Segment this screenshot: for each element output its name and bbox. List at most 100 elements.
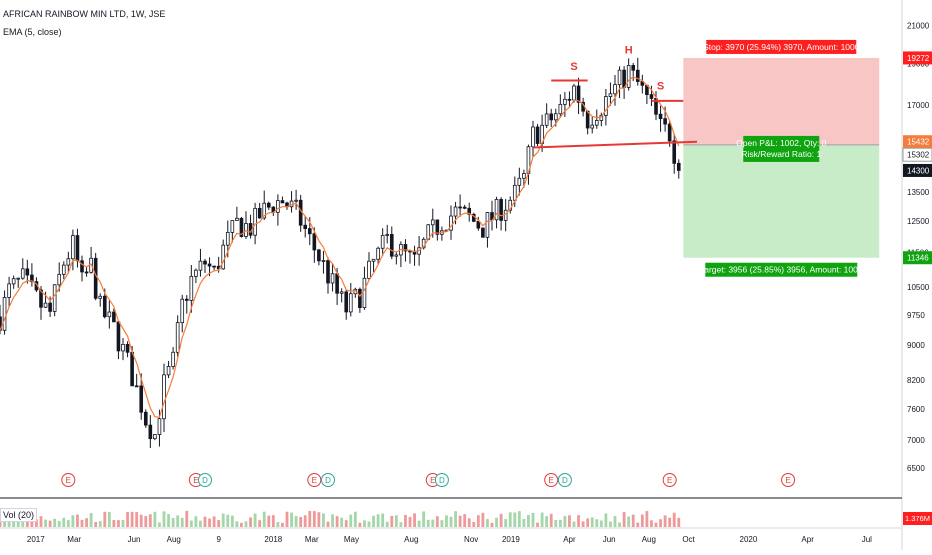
volume-bar bbox=[659, 519, 662, 527]
candle bbox=[280, 200, 285, 204]
candle bbox=[207, 263, 212, 267]
volume-bar bbox=[677, 517, 681, 527]
candle bbox=[143, 411, 148, 426]
x-tick-label: Mar bbox=[305, 535, 319, 544]
pnl-label-bg bbox=[743, 135, 820, 162]
candle bbox=[658, 113, 663, 120]
volume-bar bbox=[16, 517, 20, 527]
volume-bar bbox=[39, 516, 43, 527]
volume-bar bbox=[568, 515, 571, 527]
candle bbox=[594, 120, 599, 126]
pattern-label-s: S bbox=[570, 61, 577, 73]
candle bbox=[558, 103, 563, 115]
volume-bar bbox=[381, 513, 385, 527]
candle bbox=[508, 199, 513, 211]
candle bbox=[335, 273, 339, 294]
volume-bar bbox=[194, 516, 198, 527]
candle bbox=[476, 220, 481, 229]
y-tick-label: 9000 bbox=[907, 341, 925, 350]
volume-bar bbox=[135, 512, 139, 527]
candle bbox=[358, 288, 362, 309]
stop-zone bbox=[683, 57, 880, 145]
candle bbox=[613, 84, 617, 95]
x-tick-label: May bbox=[344, 535, 359, 544]
volume-bar bbox=[499, 513, 503, 527]
volume-bar bbox=[476, 515, 480, 527]
price-tag-last bbox=[903, 163, 932, 177]
event-marker-label: E bbox=[430, 476, 435, 485]
candle bbox=[467, 207, 472, 215]
volume-bar bbox=[276, 522, 280, 527]
volume-bar bbox=[80, 519, 84, 527]
volume-bar bbox=[94, 522, 98, 527]
candle bbox=[257, 207, 262, 219]
candle bbox=[494, 199, 499, 221]
y-tick-label: 8200 bbox=[907, 376, 925, 385]
volume-legend[interactable]: Vol (20) bbox=[0, 508, 38, 522]
x-tick-label: Mar bbox=[67, 535, 81, 544]
volume-bar bbox=[431, 519, 435, 527]
volume-bar bbox=[417, 520, 421, 527]
candle bbox=[553, 113, 558, 121]
event-marker-label: E bbox=[667, 476, 672, 485]
candle bbox=[348, 293, 353, 313]
volume-bar bbox=[76, 514, 79, 527]
volume-bar bbox=[217, 520, 221, 527]
volume-bar bbox=[654, 522, 658, 527]
candle bbox=[203, 260, 207, 265]
indicator-legend[interactable]: EMA (5, close) bbox=[3, 27, 62, 37]
volume-bar bbox=[376, 514, 380, 527]
volume-bar bbox=[267, 515, 271, 527]
volume-bar bbox=[148, 514, 152, 527]
volume-bar bbox=[185, 510, 189, 527]
pattern-label-h: H bbox=[625, 44, 633, 56]
volume-bar bbox=[404, 514, 407, 527]
price-tag-entry bbox=[902, 147, 932, 162]
x-tick-label: 2020 bbox=[740, 535, 758, 544]
volume-bar bbox=[586, 518, 590, 527]
candle bbox=[522, 173, 526, 179]
volume-bar bbox=[640, 514, 644, 527]
volume-bar bbox=[176, 515, 180, 527]
candle bbox=[175, 322, 180, 353]
volume-bar bbox=[590, 517, 594, 527]
stop-label: Stop: 3970 (25.94%) 3970, Amount: 1000 bbox=[703, 42, 860, 52]
price-tag-label: 14300 bbox=[907, 166, 930, 175]
candle bbox=[48, 302, 52, 312]
volume-bar bbox=[299, 516, 303, 527]
volume-bar bbox=[668, 517, 672, 527]
volume-bar bbox=[349, 514, 353, 527]
candle bbox=[572, 85, 576, 101]
price-tag-label: 15432 bbox=[907, 138, 930, 147]
x-tick-label: 2019 bbox=[502, 535, 520, 544]
candle bbox=[93, 257, 98, 299]
volume-bar bbox=[353, 511, 357, 527]
volume-bar bbox=[199, 520, 202, 527]
candle bbox=[321, 260, 326, 262]
volume-bar bbox=[645, 511, 649, 527]
candle bbox=[626, 65, 631, 88]
pattern-label-s: S bbox=[657, 80, 664, 92]
candle bbox=[61, 264, 66, 275]
volume-bar bbox=[631, 514, 635, 527]
volume-bar bbox=[230, 515, 234, 527]
volume-bar bbox=[326, 521, 330, 527]
candle bbox=[453, 206, 458, 217]
volume-bar bbox=[363, 520, 366, 527]
event-marker-e bbox=[662, 473, 677, 487]
candle bbox=[576, 85, 581, 103]
x-tick-label: 9 bbox=[216, 535, 221, 544]
volume-bar bbox=[203, 516, 207, 527]
volume-bar bbox=[413, 513, 416, 527]
candle bbox=[130, 351, 134, 387]
candle bbox=[139, 385, 144, 413]
volume-bar bbox=[577, 515, 580, 527]
event-marker-label: E bbox=[785, 476, 790, 485]
price-tag-label: 19272 bbox=[907, 54, 930, 63]
volume-bar bbox=[527, 514, 530, 527]
volume-bar bbox=[385, 521, 389, 527]
candle bbox=[116, 321, 121, 352]
candle bbox=[499, 199, 503, 221]
